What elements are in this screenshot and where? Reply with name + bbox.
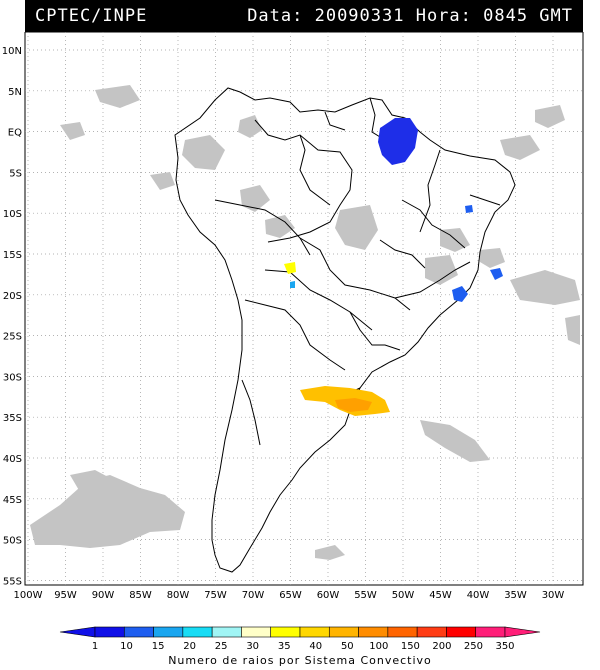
legend-tick-label: 10 [120, 641, 133, 652]
lat-label: 35S [3, 413, 22, 424]
lat-label: 50S [3, 536, 22, 547]
legend-tick-label: 200 [432, 641, 451, 652]
latitude-labels: 10N 5N EQ 5S 10S 15S 20S 25S 30S 35S 40S 45S 50S 55S [2, 46, 22, 587]
legend-swatch [387, 626, 418, 638]
lon-label: 60W [317, 590, 340, 601]
convective-systems [284, 118, 503, 416]
legend-tick-label: 250 [464, 641, 483, 652]
lat-label: 45S [3, 495, 22, 506]
lon-label: 50W [392, 590, 415, 601]
satellite-map: 10N5NEQ5S10S15S20S25S30S35S40S45S50S55S … [2, 32, 584, 601]
lat-label: 10S [3, 209, 22, 220]
lon-label: 100W [14, 590, 43, 601]
lat-label: 25S [3, 332, 22, 343]
legend-colorbar: 1 10 15 20 25 30 35 40 50 100 150 200 250 350 [59, 626, 541, 652]
storm-cell-10s [465, 205, 473, 213]
legend-swatch [270, 626, 301, 638]
legend-tick-label: 15 [152, 641, 165, 652]
lat-label: 15S [3, 250, 22, 261]
legend-tick-label: 100 [369, 641, 388, 652]
lon-label: 75W [204, 590, 227, 601]
lat-label: 5S [9, 168, 22, 179]
legend-tick-label: 25 [215, 641, 228, 652]
lon-label: 45W [429, 590, 452, 601]
storm-cell-uruguay-core [335, 398, 372, 412]
cloud-cover [30, 85, 580, 560]
lon-label: 70W [242, 590, 265, 601]
legend-swatch [475, 626, 506, 638]
storm-cell-bolivia [284, 262, 296, 274]
legend-tick-label: 150 [401, 641, 420, 652]
legend-caption: Numero de raios por Sistema Convectivo [168, 654, 432, 667]
lon-label: 80W [167, 590, 190, 601]
legend-swatch [94, 626, 125, 638]
lon-label: 85W [129, 590, 152, 601]
legend-swatch [153, 626, 184, 638]
storm-cell-east [452, 286, 468, 302]
legend-tick-label: 40 [309, 641, 322, 652]
legend-swatch [446, 626, 477, 638]
legend-swatch [358, 626, 389, 638]
lat-label: 10N [2, 46, 22, 57]
lon-label: 55W [354, 590, 377, 601]
lon-label: 40W [467, 590, 490, 601]
legend-tick-label: 35 [278, 641, 291, 652]
legend-swatch [328, 626, 359, 638]
legend-tick-label: 50 [341, 641, 354, 652]
legend-tick-label: 1 [92, 641, 98, 652]
legend-tick-label: 20 [183, 641, 196, 652]
storm-cell-bolivia-blue [290, 281, 295, 288]
lat-label: 55S [3, 576, 22, 587]
legend-swatch [416, 626, 447, 638]
storm-cell-east-small [490, 268, 503, 280]
longitude-labels: 100W 95W 90W 85W 80W 75W 70W 65W 60W 55W 50W 45W 40W… [14, 590, 565, 601]
lat-label: 40S [3, 454, 22, 465]
lat-label: 30S [3, 372, 22, 383]
source-label: CPTEC/INPE [35, 6, 148, 26]
lon-label: 90W [92, 590, 115, 601]
date-time-label: Data: 20090331 Hora: 0845 GMT [247, 6, 573, 26]
legend-tick-label: 30 [246, 641, 259, 652]
storm-cell-amazon [378, 118, 418, 165]
lon-label: 65W [279, 590, 302, 601]
legend-swatch [211, 626, 242, 638]
legend-tick-label: 350 [495, 641, 514, 652]
lon-label: 95W [54, 590, 77, 601]
legend-swatch [123, 626, 154, 638]
lat-label: 5N [8, 87, 22, 98]
title-bar: CPTEC/INPE Data: 20090331 Hora: 0845 GMT [25, 0, 583, 32]
legend-arrow-right [504, 626, 541, 638]
lat-label: 20S [3, 291, 22, 302]
legend-swatch [241, 626, 272, 638]
lon-label: 35W [504, 590, 527, 601]
legend-swatch [182, 626, 213, 638]
lat-lon-grid [25, 32, 583, 585]
lon-label: 30W [542, 590, 565, 601]
legend-swatch [299, 626, 330, 638]
legend-arrow-left [59, 626, 96, 638]
lat-label: EQ [8, 128, 22, 139]
